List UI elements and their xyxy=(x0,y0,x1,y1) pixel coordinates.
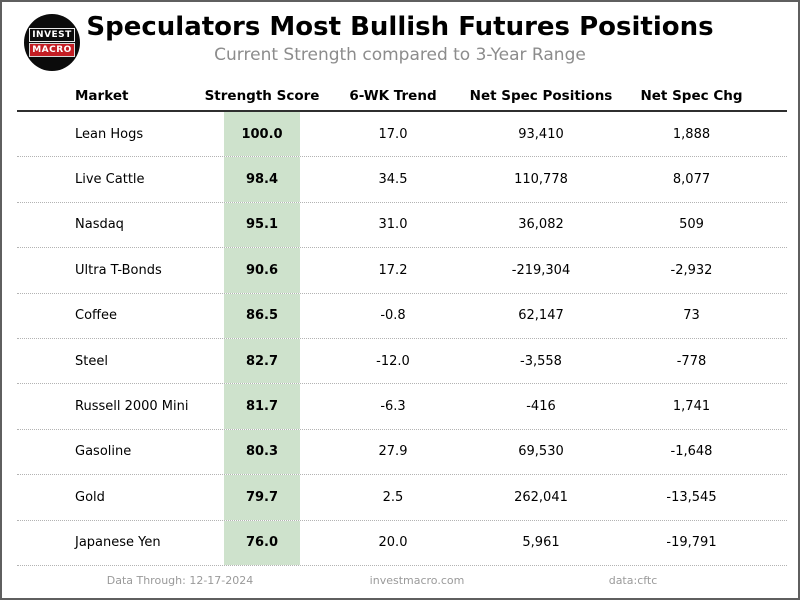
strength-score-cell: 98.4 xyxy=(224,157,300,202)
positions-cell: 62,147 xyxy=(518,308,564,324)
strength-score-cell: 76.0 xyxy=(224,520,300,565)
chg-cell: -1,648 xyxy=(670,444,713,460)
trend-cell: 27.9 xyxy=(378,444,408,460)
chg-cell: -2,932 xyxy=(670,262,713,278)
market-cell: Gasoline xyxy=(75,444,132,460)
market-cell: Gold xyxy=(75,489,105,505)
strength-score-cell: 90.6 xyxy=(224,248,300,293)
chg-cell: 73 xyxy=(683,308,700,324)
positions-cell: 262,041 xyxy=(514,489,568,505)
table-row: Steel 82.7 -12.0 -3,558 -778 xyxy=(17,338,787,385)
page-title: Speculators Most Bullish Futures Positio… xyxy=(86,12,714,42)
logo-macro-text: MACRO xyxy=(29,43,75,57)
trend-cell: 31.0 xyxy=(378,217,408,233)
chg-cell: 509 xyxy=(679,217,704,233)
market-cell: Russell 2000 Mini xyxy=(75,399,189,415)
investmacro-logo-icon: INVEST MACRO xyxy=(24,14,80,71)
column-header-chg: Net Spec Chg xyxy=(640,88,743,104)
column-header-market: Market xyxy=(75,88,129,104)
strength-score-cell: 80.3 xyxy=(224,429,300,475)
market-cell: Japanese Yen xyxy=(75,535,161,551)
positions-cell: -219,304 xyxy=(511,262,571,278)
table-body: Lean Hogs 100.0 17.0 93,410 1,888 Live C… xyxy=(17,112,787,566)
column-header-trend: 6-WK Trend xyxy=(349,88,437,104)
trend-cell: 17.0 xyxy=(378,126,408,142)
table-row: Coffee 86.5 -0.8 62,147 73 xyxy=(17,293,787,339)
chg-cell: 1,888 xyxy=(672,126,711,142)
market-cell: Lean Hogs xyxy=(75,126,144,142)
column-header-strength: Strength Score xyxy=(204,88,320,104)
footer-website: investmacro.com xyxy=(369,574,465,587)
trend-cell: 17.2 xyxy=(378,262,408,278)
column-header-positions: Net Spec Positions xyxy=(469,88,613,104)
chg-cell: 8,077 xyxy=(672,172,711,188)
chg-cell: -778 xyxy=(676,353,707,369)
table-row: Russell 2000 Mini 81.7 -6.3 -416 1,741 xyxy=(17,384,787,430)
table-row: Ultra T-Bonds 90.6 17.2 -219,304 -2,932 xyxy=(17,248,787,294)
positions-cell: 110,778 xyxy=(514,172,568,188)
table-row: Gasoline 80.3 27.9 69,530 -1,648 xyxy=(17,429,787,476)
strength-score-cell: 79.7 xyxy=(224,475,300,520)
positions-cell: -416 xyxy=(526,399,556,415)
page-subtitle: Current Strength compared to 3-Year Rang… xyxy=(214,45,586,65)
strength-score-cell: 100.0 xyxy=(224,112,300,157)
positions-cell: 93,410 xyxy=(518,126,564,142)
logo-invest-text: INVEST xyxy=(29,28,75,42)
market-cell: Nasdaq xyxy=(75,217,124,233)
trend-cell: -12.0 xyxy=(376,353,410,369)
strength-score-cell: 82.7 xyxy=(224,338,300,384)
trend-cell: -6.3 xyxy=(380,399,406,415)
positions-cell: 69,530 xyxy=(518,444,564,460)
positions-cell: 5,961 xyxy=(522,535,560,551)
table-row: Nasdaq 95.1 31.0 36,082 509 xyxy=(17,202,787,249)
positions-cell: -3,558 xyxy=(520,353,562,369)
table-row: Live Cattle 98.4 34.5 110,778 8,077 xyxy=(17,157,787,203)
trend-cell: 20.0 xyxy=(378,535,408,551)
chg-cell: 1,741 xyxy=(672,399,711,415)
strength-score-cell: 81.7 xyxy=(224,384,300,429)
market-cell: Ultra T-Bonds xyxy=(75,262,162,278)
positions-cell: 36,082 xyxy=(518,217,564,233)
footer-data-through: Data Through: 12-17-2024 xyxy=(106,574,254,587)
table-row: Japanese Yen 76.0 20.0 5,961 -19,791 xyxy=(17,520,787,566)
positions-table: Market Strength Score 6-WK Trend Net Spe… xyxy=(17,82,787,566)
table-row: Gold 79.7 2.5 262,041 -13,545 xyxy=(17,475,787,521)
chg-cell: -19,791 xyxy=(666,535,717,551)
market-cell: Live Cattle xyxy=(75,172,145,188)
strength-score-cell: 95.1 xyxy=(224,202,300,248)
market-cell: Coffee xyxy=(75,308,117,324)
market-cell: Steel xyxy=(75,353,108,369)
strength-score-cell: 86.5 xyxy=(224,293,300,338)
chg-cell: -13,545 xyxy=(666,489,717,505)
table-header-row: Market Strength Score 6-WK Trend Net Spe… xyxy=(17,82,787,112)
table-row: Lean Hogs 100.0 17.0 93,410 1,888 xyxy=(17,112,787,158)
trend-cell: 34.5 xyxy=(378,172,408,188)
trend-cell: -0.8 xyxy=(380,308,406,324)
trend-cell: 2.5 xyxy=(382,489,404,505)
footer-data-source: data:cftc xyxy=(608,574,658,587)
